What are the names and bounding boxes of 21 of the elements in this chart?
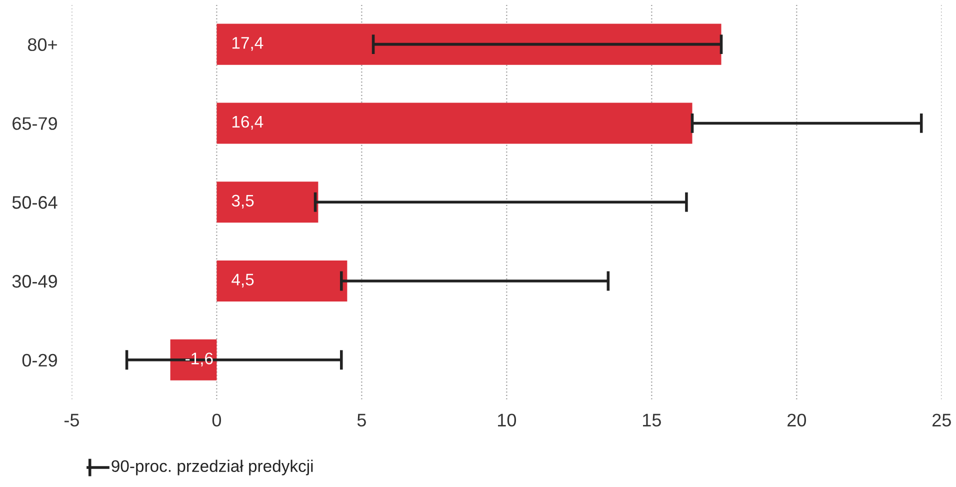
x-tick-label: 5	[357, 414, 366, 426]
bar	[216, 182, 318, 223]
y-tick-label: 50-64	[12, 196, 58, 209]
data-label: 4,5	[232, 274, 254, 288]
y-tick-label: 30-49	[12, 274, 57, 288]
x-tick-label: -5	[64, 414, 79, 426]
x-tick-label: 20	[788, 414, 806, 426]
bar	[216, 260, 348, 302]
data-label: 17,4	[232, 37, 264, 51]
bar	[216, 24, 722, 65]
x-tick-label: 15	[643, 414, 661, 426]
y-tick-label: 80+	[28, 38, 57, 52]
data-label: 3,5	[232, 194, 254, 209]
x-tick-label: 25	[932, 414, 951, 426]
y-tick-label: 0-29	[22, 354, 57, 367]
x-tick-label: 0	[212, 414, 222, 426]
x-tick-label: 10	[498, 414, 516, 426]
y-tick-label: 65-79	[12, 117, 57, 130]
data-label: 16,4	[232, 116, 264, 130]
bar	[216, 102, 692, 144]
text: 90-proc. przedział predykcji	[112, 460, 313, 476]
